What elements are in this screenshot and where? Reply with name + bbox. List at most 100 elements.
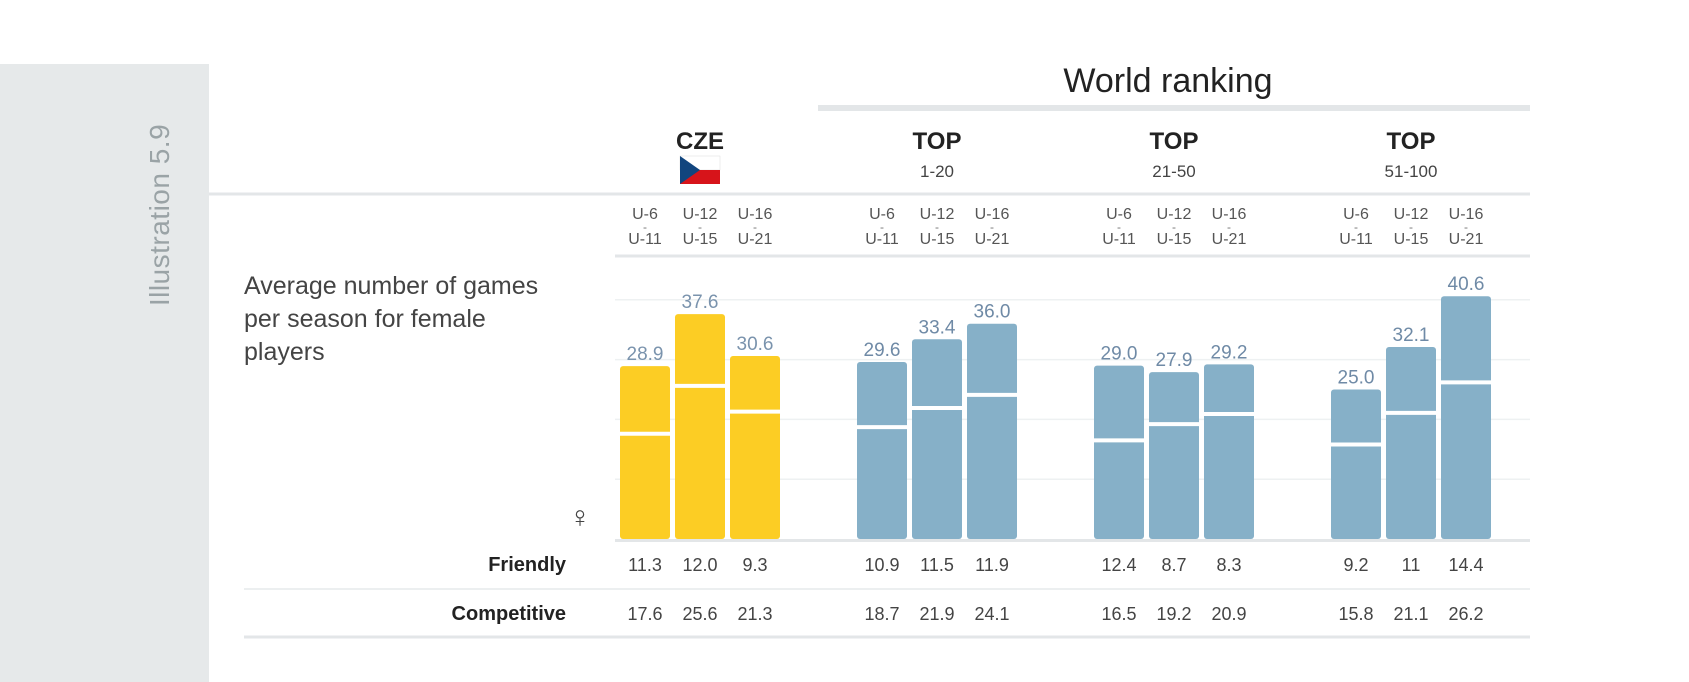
friendly-value: 10.9 (864, 555, 899, 575)
agegroup-bottom-label: U-15 (1157, 231, 1192, 248)
agegroup-top-label: U-16 (1449, 206, 1484, 223)
agegroup-top-label: U-16 (975, 206, 1010, 223)
agegroup-top-label: U-12 (1394, 206, 1429, 223)
agegroup-top-label: U-12 (683, 206, 718, 223)
agegroup-top-label: U-16 (1212, 206, 1247, 223)
competitive-value: 18.7 (864, 604, 899, 624)
agegroup-dash: - (1172, 220, 1176, 234)
bar-value-label: 29.2 (1211, 342, 1248, 363)
bar (912, 339, 962, 539)
competitive-value: 19.2 (1156, 604, 1191, 624)
bar-value-label: 40.6 (1448, 274, 1485, 295)
friendly-value: 8.7 (1161, 555, 1186, 575)
agegroup-bottom-label: U-21 (738, 231, 773, 248)
friendly-value: 11 (1402, 555, 1421, 575)
friendly-value: 9.2 (1343, 555, 1368, 575)
competitive-value: 15.8 (1338, 604, 1373, 624)
bar (620, 366, 670, 539)
competitive-value: 21.1 (1393, 604, 1428, 624)
bar-value-label: 29.6 (864, 340, 901, 361)
agegroup-bottom-label: U-15 (1394, 231, 1429, 248)
bar-value-label: 33.4 (919, 317, 956, 338)
czech-flag-icon (679, 155, 721, 184)
friendly-value: 8.3 (1216, 555, 1241, 575)
group-2: TOP1-20U-6-U-1129.610.918.7U-12-U-1533.4… (857, 128, 1017, 624)
agegroup-top-label: U-12 (1157, 206, 1192, 223)
group-subtitle: 21-50 (1152, 162, 1195, 181)
bar-value-label: 29.0 (1101, 344, 1138, 365)
friendly-value: 9.3 (742, 555, 767, 575)
competitive-value: 17.6 (627, 604, 662, 624)
competitive-row-label: Competitive (452, 603, 566, 625)
bar (1331, 389, 1381, 539)
competitive-value: 26.2 (1448, 604, 1483, 624)
bar-value-label: 36.0 (974, 302, 1011, 323)
friendly-value: 11.3 (628, 555, 662, 575)
competitive-value: 24.1 (974, 604, 1009, 624)
agegroup-dash: - (880, 220, 884, 234)
agegroup-top-label: U-6 (1106, 206, 1132, 223)
bar (1094, 365, 1144, 539)
agegroup-dash: - (753, 220, 757, 234)
agegroup-dash: - (1409, 220, 1413, 234)
friendly-value: 12.0 (682, 555, 717, 575)
bar (730, 356, 780, 539)
group-title: TOP (1150, 128, 1199, 155)
bar-value-label: 27.9 (1156, 350, 1193, 371)
bar (1441, 296, 1491, 539)
agegroup-bottom-label: U-15 (920, 231, 955, 248)
agegroup-dash: - (698, 220, 702, 234)
friendly-value: 11.5 (920, 555, 954, 575)
group-subtitle: 51-100 (1385, 162, 1438, 181)
sidebar-panel (0, 64, 209, 682)
agegroup-dash: - (1464, 220, 1468, 234)
bar (857, 361, 907, 539)
bar-value-label: 37.6 (682, 292, 719, 313)
bar (1386, 347, 1436, 539)
group-3: TOP21-50U-6-U-1129.012.416.5U-12-U-1527.… (1094, 128, 1254, 624)
chart-description: Average number of games per season for f… (244, 272, 545, 366)
female-icon: ♀ (569, 501, 592, 534)
flag-blue (680, 156, 700, 184)
agegroup-top-label: U-12 (920, 206, 955, 223)
friendly-value: 12.4 (1101, 555, 1136, 575)
agegroup-dash: - (1354, 220, 1358, 234)
competitive-value: 21.3 (737, 604, 772, 624)
bar (1149, 372, 1199, 539)
competitive-value: 21.9 (919, 604, 954, 624)
competitive-value: 16.5 (1101, 604, 1136, 624)
bar (675, 314, 725, 539)
group-4: TOP51-100U-6-U-1125.09.215.8U-12-U-1532.… (1331, 128, 1491, 624)
bar-value-label: 25.0 (1338, 368, 1375, 389)
friendly-row-label: Friendly (488, 554, 567, 576)
agegroup-dash: - (990, 220, 994, 234)
agegroup-dash: - (935, 220, 939, 234)
agegroup-top-label: U-6 (869, 206, 895, 223)
group-title: CZE (676, 128, 724, 155)
agegroup-bottom-label: U-11 (1102, 231, 1136, 248)
agegroup-bottom-label: U-21 (1449, 231, 1484, 248)
agegroup-bottom-label: U-11 (865, 231, 899, 248)
competitive-value: 25.6 (682, 604, 717, 624)
group-title: TOP (913, 128, 962, 155)
agegroup-bottom-label: U-21 (975, 231, 1010, 248)
bar-value-label: 28.9 (627, 344, 664, 365)
friendly-value: 11.9 (975, 555, 1009, 575)
bar-value-label: 32.1 (1393, 325, 1430, 346)
agegroup-bottom-label: U-21 (1212, 231, 1247, 248)
agegroup-dash: - (1117, 220, 1121, 234)
group-subtitle: 1-20 (920, 162, 954, 181)
bar-value-label: 30.6 (737, 334, 774, 355)
group-1: CZEU-6-U-1128.911.317.6U-12-U-1537.612.0… (620, 128, 780, 624)
agegroup-top-label: U-16 (738, 206, 773, 223)
agegroup-bottom-label: U-15 (683, 231, 718, 248)
bar (1204, 364, 1254, 539)
friendly-value: 14.4 (1448, 555, 1483, 575)
agegroup-top-label: U-6 (632, 206, 658, 223)
competitive-value: 20.9 (1211, 604, 1246, 624)
bar (967, 323, 1017, 539)
agegroup-bottom-label: U-11 (628, 231, 662, 248)
agegroup-top-label: U-6 (1343, 206, 1369, 223)
agegroup-dash: - (643, 220, 647, 234)
